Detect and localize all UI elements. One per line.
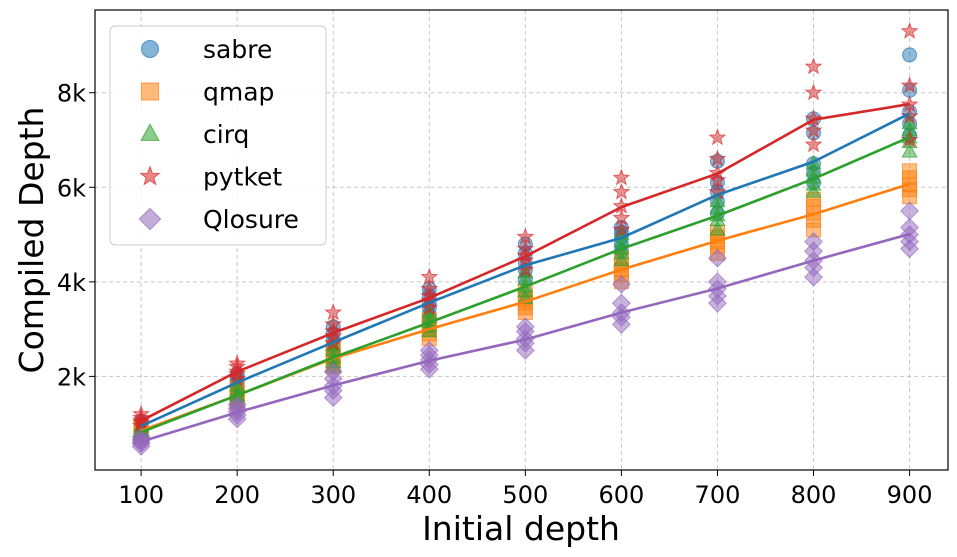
point-pytket [324, 314, 343, 333]
x-tick-label: 500 [502, 481, 548, 509]
legend-label-qmap: qmap [203, 78, 274, 107]
point-qlosure [900, 201, 920, 221]
point-pytket [324, 321, 343, 340]
point-pytket [804, 57, 823, 75]
point-qmap [902, 163, 918, 179]
y-tick-label: 8k [57, 80, 86, 108]
x-tick-label: 700 [695, 481, 741, 509]
legend-label-pytket: pytket [203, 163, 282, 192]
point-cirq [709, 192, 726, 208]
legend-item-qlosure: Qlosure [138, 205, 299, 234]
x-tick-label: 400 [406, 481, 452, 509]
point-pytket [708, 149, 727, 167]
x-tick-label: 100 [118, 481, 164, 509]
legend-item-sabre: sabre [141, 35, 272, 64]
point-qlosure [708, 248, 727, 268]
point-qlosure [515, 317, 535, 337]
point-pytket [900, 95, 919, 113]
legend-item-cirq: cirq [140, 120, 249, 149]
x-tick-label: 200 [214, 481, 260, 509]
legend: sabre qmap cirq pytket Qlosure [109, 25, 327, 246]
point-pytket [324, 303, 343, 321]
point-pytket [900, 130, 919, 148]
legend-marker-qlosure [138, 207, 162, 231]
point-pytket [612, 220, 631, 238]
y-tick-label: 4k [57, 269, 86, 297]
point-pytket [612, 182, 631, 200]
legend-marker-qmap [141, 82, 159, 101]
point-pytket [420, 279, 439, 297]
point-pytket [708, 170, 727, 188]
x-tick-label: 900 [887, 481, 933, 509]
point-qlosure [323, 362, 343, 382]
mean-line-sabre [140, 112, 911, 428]
legend-label-sabre: sabre [203, 35, 272, 64]
legend-marker-pytket [139, 165, 161, 186]
point-pytket [132, 404, 151, 422]
point-pytket [708, 128, 727, 146]
point-pytket [804, 83, 823, 101]
x-axis-label: Initial depth [422, 509, 620, 548]
y-tick-label: 6k [57, 174, 86, 202]
legend-label-qlosure: Qlosure [203, 205, 299, 234]
point-pytket [612, 208, 631, 226]
point-qlosure [900, 218, 920, 237]
point-cirq [901, 142, 918, 158]
x-tick-label: 800 [791, 481, 837, 509]
point-cirq [709, 220, 726, 236]
point-pytket [516, 239, 535, 257]
point-pytket [420, 267, 439, 285]
x-axis-ticks: 100 200 300 400 500 600 700 800 900 [118, 470, 932, 509]
point-qlosure [804, 232, 823, 252]
point-qlosure [611, 274, 631, 294]
plot-frame [94, 9, 949, 471]
point-pytket [900, 76, 919, 94]
legend-item-pytket: pytket [139, 163, 282, 192]
mean-line-qlosure [140, 232, 910, 443]
point-pytket [516, 227, 535, 245]
point-sabre [902, 47, 918, 63]
point-pytket [420, 286, 439, 304]
series-qlosure-points [131, 201, 920, 456]
point-pytket [612, 168, 631, 186]
x-tick-label: 300 [310, 481, 356, 509]
mean-lines [140, 102, 911, 443]
legend-marker-sabre [141, 40, 159, 58]
legend-marker-cirq [140, 123, 160, 141]
point-pytket [804, 135, 823, 153]
legend-box [109, 25, 327, 246]
x-tick-label: 600 [598, 481, 644, 509]
legend-item-qmap: qmap [141, 78, 274, 107]
point-pytket [900, 21, 919, 39]
point-pytket [804, 121, 823, 139]
point-qlosure [419, 340, 439, 360]
point-pytket [612, 196, 631, 214]
y-axis-ticks: 2k 4k 6k 8k [57, 80, 95, 391]
mean-line-pytket [140, 102, 910, 422]
y-tick-label: 2k [57, 363, 86, 391]
point-pytket [900, 106, 919, 125]
legend-label-cirq: cirq [203, 120, 249, 149]
point-pytket [804, 109, 823, 127]
y-axis-label: Compiled Depth [12, 107, 51, 374]
point-pytket [228, 354, 247, 372]
mean-line-cirq [140, 135, 911, 434]
